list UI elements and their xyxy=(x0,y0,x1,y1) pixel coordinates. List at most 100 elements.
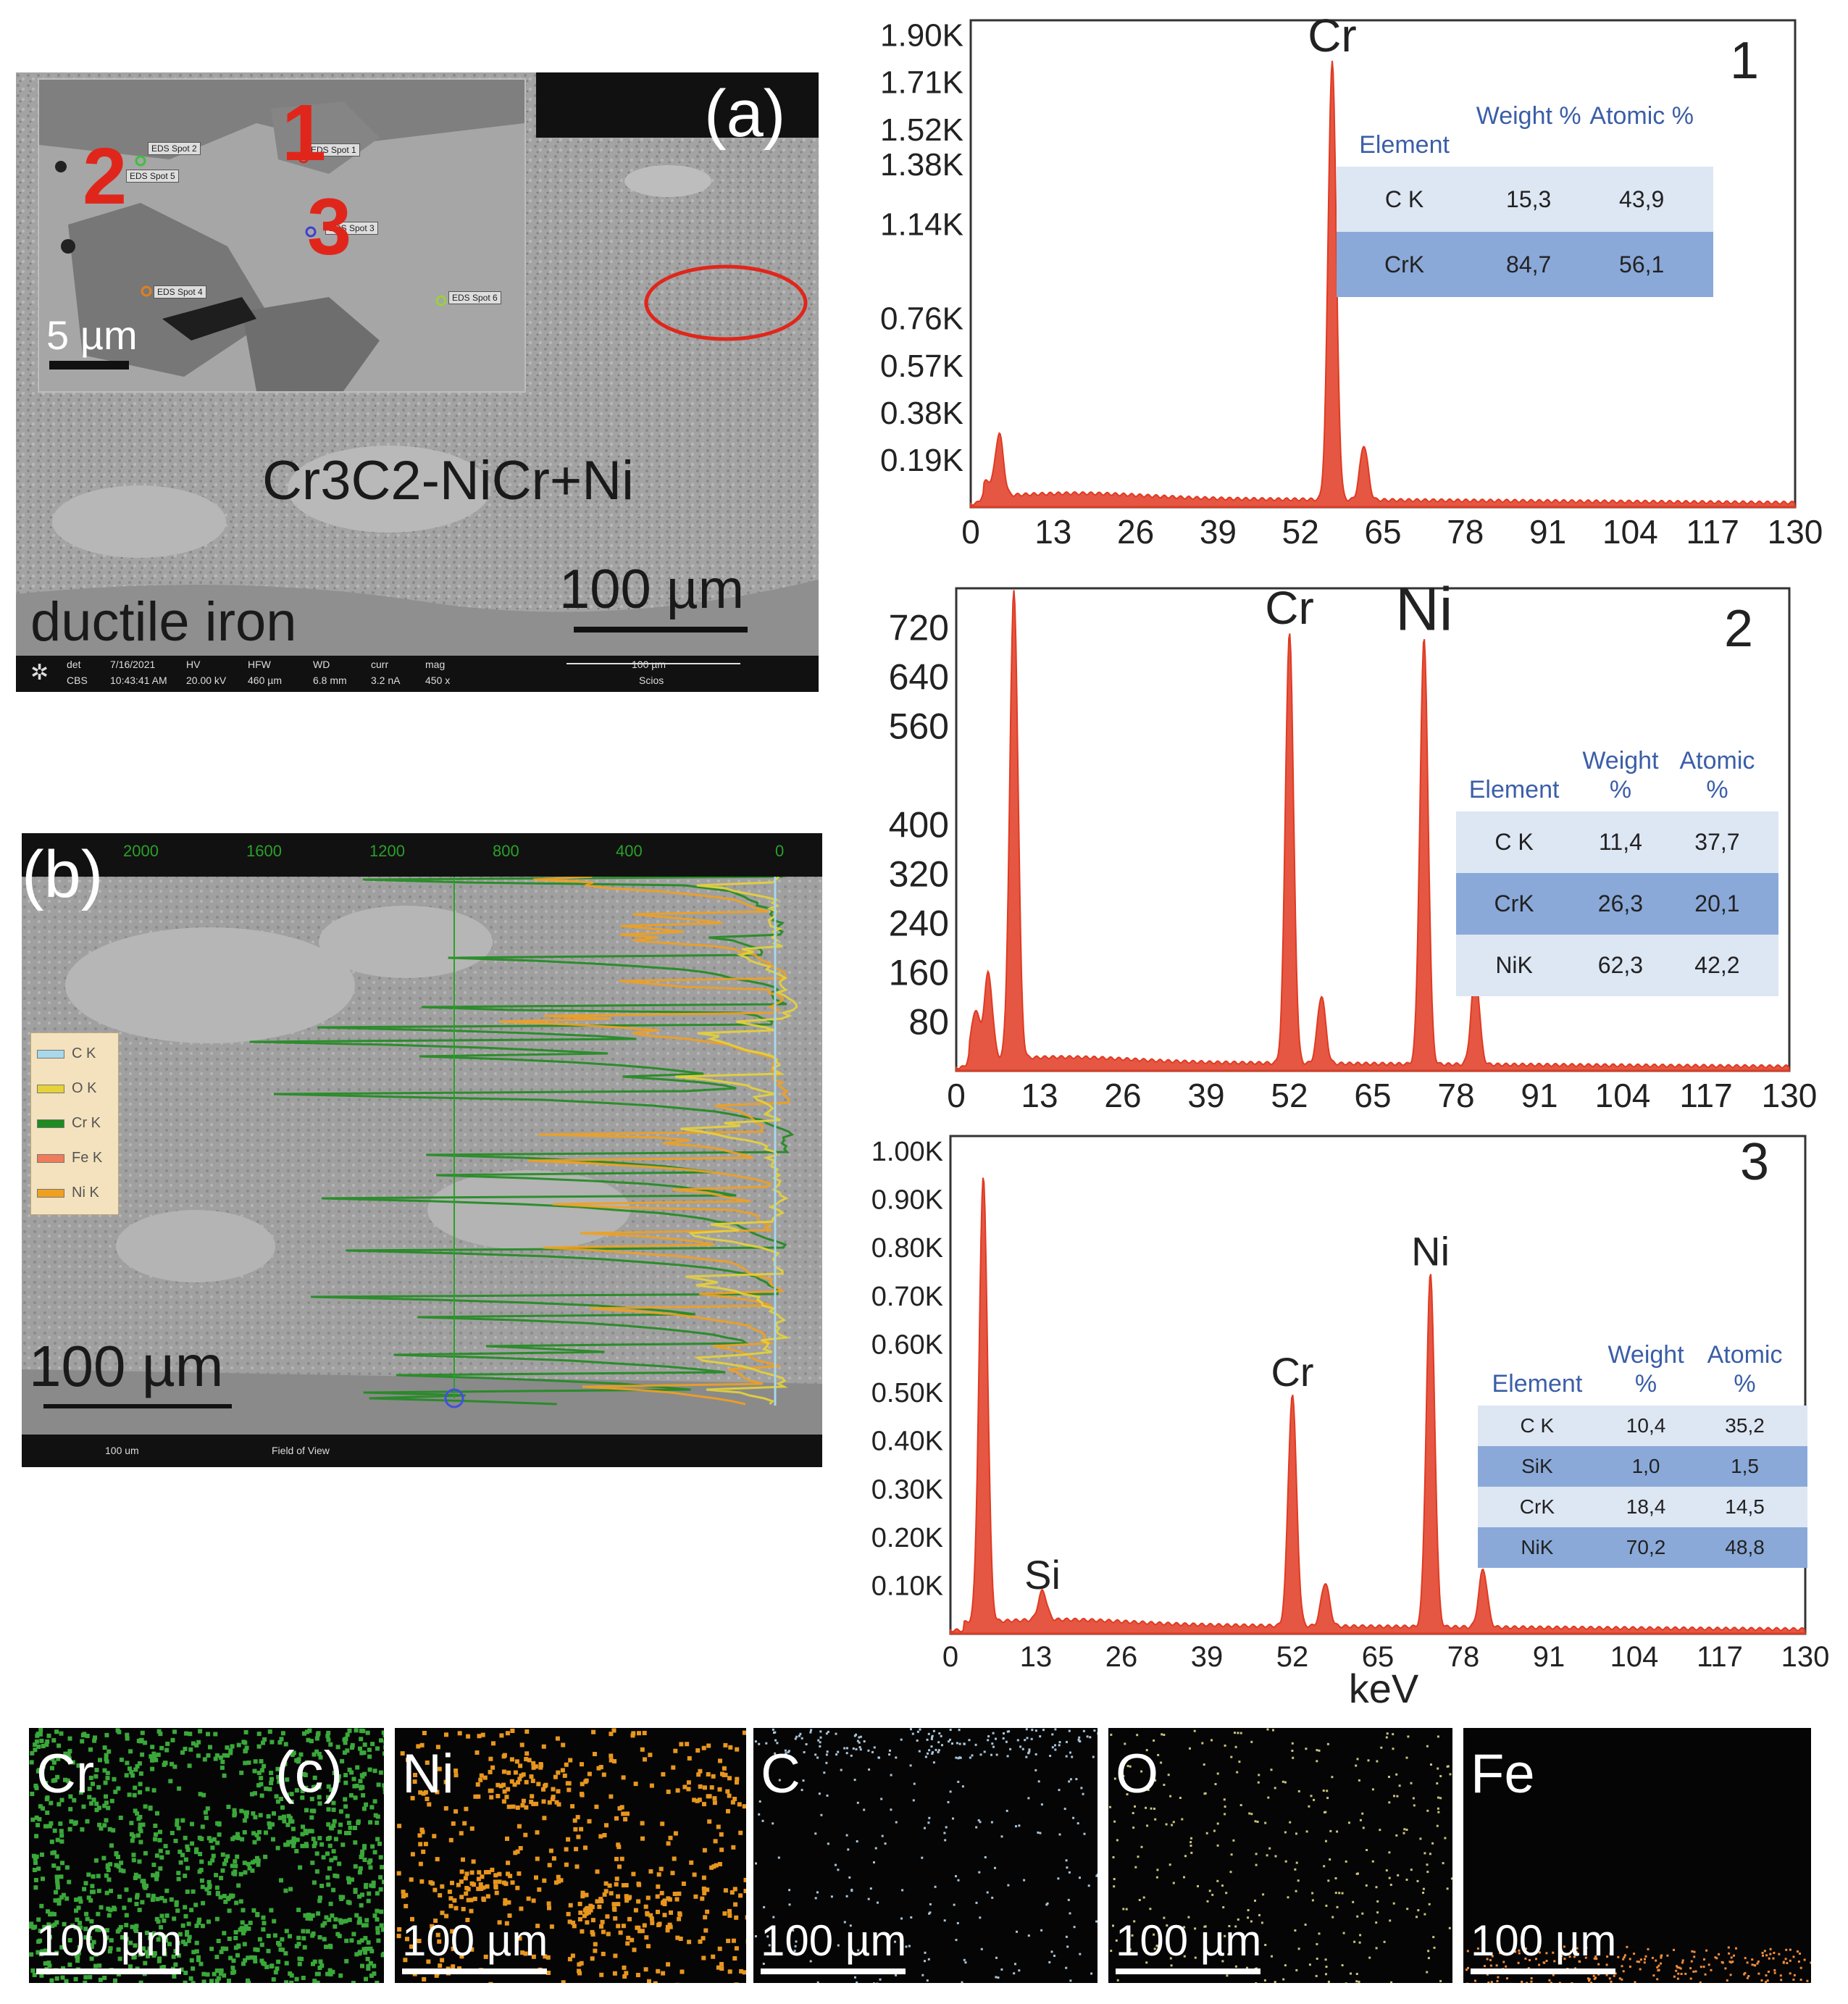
y-tick-label: 0.20K xyxy=(871,1523,943,1553)
y-tick-label: 160 xyxy=(889,952,949,993)
y-tick-label: 0.50K xyxy=(871,1378,943,1408)
spot-tag: EDS Spot 6 xyxy=(448,291,501,304)
legend-item-fe: Fe K xyxy=(37,1148,102,1167)
x-tick-label: 91 xyxy=(1521,1077,1558,1114)
x-tick-label: 65 xyxy=(1362,1641,1395,1673)
peak-label-ni: Ni xyxy=(1395,575,1452,643)
y-tick-label: 1.38K xyxy=(880,147,963,183)
spot-tag: EDS Spot 1 xyxy=(307,143,360,156)
element-map-c: C 100 µm xyxy=(753,1728,1097,1983)
table-cell: 14,5 xyxy=(1725,1495,1765,1518)
y-tick-label: 1.52K xyxy=(880,112,963,148)
inset-scale-bar xyxy=(49,361,129,370)
fei-logo-icon: ✲ xyxy=(30,661,49,685)
legend-item-ni: Ni K xyxy=(37,1183,99,1202)
map-scale-bar xyxy=(36,1968,181,1974)
x-tick-label: 104 xyxy=(1602,513,1658,551)
x-tick-label: 65 xyxy=(1354,1077,1391,1114)
x-tick-label: 39 xyxy=(1200,513,1237,551)
table-cell: 1,0 xyxy=(1631,1455,1660,1477)
x-tick-label: 65 xyxy=(1364,513,1401,551)
spectrum-number: 2 xyxy=(1724,600,1753,658)
panel-b-label: (b) xyxy=(22,838,104,911)
spot-number-3: 3 xyxy=(307,183,352,272)
panel-a-label: (a) xyxy=(704,77,786,151)
y-tick-label: 720 xyxy=(889,607,949,648)
y-tick-label: 0.90K xyxy=(871,1185,943,1216)
peak-label-cr: Cr xyxy=(1271,1349,1313,1395)
legend-item-c: C K xyxy=(37,1044,96,1063)
x-tick-label: 130 xyxy=(1781,1641,1830,1673)
x-tick-label: 104 xyxy=(1595,1077,1651,1114)
y-tick-label: 0.80K xyxy=(871,1233,943,1264)
element-map-fe: Fe 100 µm xyxy=(1463,1728,1811,1983)
table-cell: 26,3 xyxy=(1597,890,1644,917)
table-cell: 56,1 xyxy=(1619,251,1665,277)
map-element-label: Ni xyxy=(402,1743,454,1805)
map-element-label: Fe xyxy=(1471,1743,1535,1805)
table-row: NiK 70,2 48,8 xyxy=(1478,1527,1807,1568)
x-tick-label: 52 xyxy=(1276,1641,1309,1673)
x-tick-label: 130 xyxy=(1768,513,1823,551)
spot-tag: EDS Spot 3 xyxy=(325,222,378,235)
map-scale-bar xyxy=(1471,1968,1615,1974)
x-tick-label: 39 xyxy=(1191,1641,1224,1673)
table-cell: 84,7 xyxy=(1506,251,1552,277)
y-tick-label: 640 xyxy=(889,656,949,697)
y-tick-label: 0.19K xyxy=(880,443,963,478)
y-tick-label: 0.60K xyxy=(871,1329,943,1360)
table-header: Weight % xyxy=(1476,102,1581,130)
spot-tag: EDS Spot 2 xyxy=(148,142,201,155)
table-cell: NiK xyxy=(1521,1536,1554,1558)
table-row: SiK 1,0 1,5 xyxy=(1478,1446,1807,1487)
panel-b-scale-bar xyxy=(43,1404,232,1408)
sem-info-bar: ✲ det 7/16/2021 HV HFW WD curr mag CBS 1… xyxy=(16,656,819,692)
x-tick-label: 26 xyxy=(1105,1641,1138,1673)
y-tick-label: 240 xyxy=(889,903,949,943)
x-tick-label: 78 xyxy=(1447,1641,1480,1673)
x-tick-label: 117 xyxy=(1697,1641,1743,1673)
linescan-plot xyxy=(22,833,822,1467)
spot-number-2: 2 xyxy=(83,132,127,221)
table-header: Atomic % xyxy=(1589,102,1694,130)
table-cell: 62,3 xyxy=(1597,952,1644,978)
x-tick-label: 13 xyxy=(1020,1641,1053,1673)
substrate-label: ductile iron xyxy=(30,591,297,653)
table-row: CrK 26,3 20,1 xyxy=(1456,873,1778,935)
table-cell: NiK xyxy=(1495,952,1533,978)
x-tick-label: 13 xyxy=(1034,513,1071,551)
map-scale-label: 100 µm xyxy=(1116,1916,1262,1965)
map-scale-label: 100 µm xyxy=(402,1916,548,1965)
table-header: Element xyxy=(1468,776,1560,803)
table-header: Atomic % xyxy=(1679,747,1755,803)
map-scale-bar xyxy=(402,1968,547,1974)
table-cell: 11,4 xyxy=(1598,829,1642,855)
x-tick-label: 39 xyxy=(1187,1077,1224,1114)
x-tick-label: 117 xyxy=(1679,1077,1732,1114)
table-header: Weight % xyxy=(1607,1341,1684,1398)
panel-b-info-bar: 100 um Field of View xyxy=(22,1435,822,1467)
map-scale-bar xyxy=(761,1968,906,1974)
table-cell: CrK xyxy=(1384,251,1425,277)
peak-label-ni: Ni xyxy=(1411,1229,1450,1274)
element-map-o: O 100 µm xyxy=(1108,1728,1452,1983)
y-tick-label: 80 xyxy=(908,1001,949,1042)
table-cell: 43,9 xyxy=(1619,186,1665,212)
spot-number-1: 1 xyxy=(282,88,327,178)
table-header: Element xyxy=(1492,1370,1583,1398)
y-tick-label: 0.38K xyxy=(880,396,963,431)
panel-b-scale-label: 100 µm xyxy=(29,1334,224,1398)
spot-tag: EDS Spot 4 xyxy=(154,285,206,298)
table-cell: 1,5 xyxy=(1731,1455,1760,1477)
y-tick-label: 1.14K xyxy=(880,206,963,242)
main-scale-label: 100 µm xyxy=(559,559,745,620)
table-row: CrK 84,7 56,1 xyxy=(1337,232,1713,297)
map-scale-label: 100 µm xyxy=(1471,1916,1617,1965)
x-tick-label: 26 xyxy=(1117,513,1154,551)
map-element-label: Cr xyxy=(36,1743,95,1805)
table-cell: 20,1 xyxy=(1694,890,1740,917)
table-cell: 10,4 xyxy=(1626,1414,1666,1437)
x-tick-label: 13 xyxy=(1021,1077,1058,1114)
sem-black-corner xyxy=(536,72,819,138)
table-row: CrK 18,4 14,5 xyxy=(1478,1487,1807,1527)
